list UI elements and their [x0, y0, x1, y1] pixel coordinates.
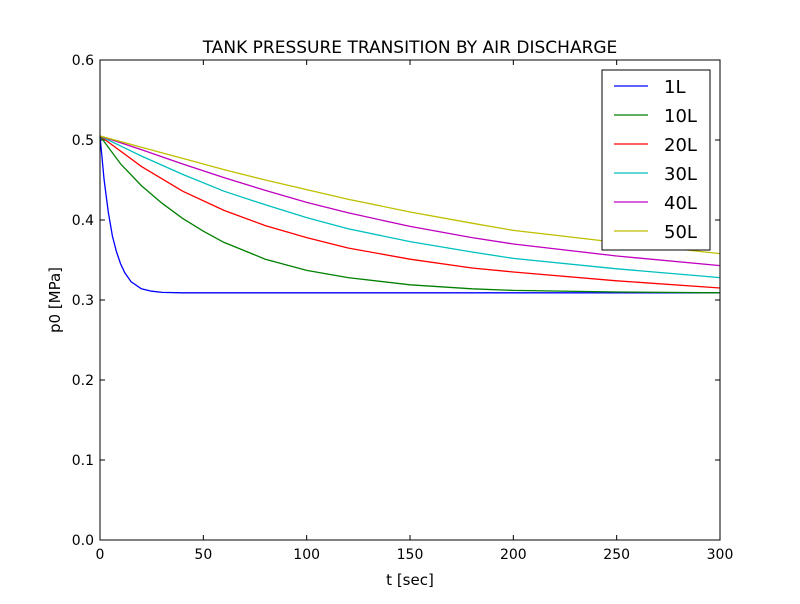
legend: 1L 10L 20L 30L 40L 50L	[601, 69, 711, 251]
legend-label: 40L	[664, 193, 697, 214]
chart-title: TANK PRESSURE TRANSITION BY AIR DISCHARG…	[202, 38, 618, 58]
legend-label: 20L	[664, 135, 697, 156]
series-line-40L	[99, 135, 721, 267]
legend-box	[601, 69, 711, 251]
legend-label: 30L	[664, 164, 697, 185]
series-line-20L	[99, 135, 721, 289]
y-axis-label: p0 [MPa]	[46, 267, 64, 333]
x-tick-label: 100	[293, 547, 320, 563]
legend-label: 50L	[664, 222, 697, 243]
series-line-30L	[99, 135, 721, 279]
series-line-10L	[99, 135, 721, 294]
legend-label: 10L	[664, 106, 697, 127]
x-axis-label: t [sec]	[386, 571, 434, 589]
axes-frame	[99, 59, 721, 541]
y-tick-label: 0.3	[72, 293, 94, 309]
series-line-50L	[99, 135, 721, 255]
y-tick-label: 0.0	[72, 533, 94, 549]
y-tick-label: 0.2	[72, 373, 94, 389]
legend-label: 1L	[664, 77, 685, 98]
x-tick-label: 50	[194, 547, 212, 563]
axis-ticks: 0 50 100 150 200 250 300 0.0 0.1 0.2 0.3 0.4 0.5 0.6	[72, 53, 734, 563]
series-line-1L	[99, 135, 720, 294]
y-tick-label: 0.1	[72, 453, 94, 469]
x-tick-label: 300	[707, 547, 734, 563]
y-tick-label: 0.4	[72, 213, 94, 229]
x-tick-label: 250	[603, 547, 630, 563]
plot-area	[99, 135, 721, 294]
x-tick-label: 0	[96, 547, 105, 563]
y-tick-label: 0.6	[72, 53, 94, 69]
x-tick-label: 150	[397, 547, 424, 563]
x-tick-label: 200	[500, 547, 527, 563]
y-tick-label: 0.5	[72, 133, 94, 149]
